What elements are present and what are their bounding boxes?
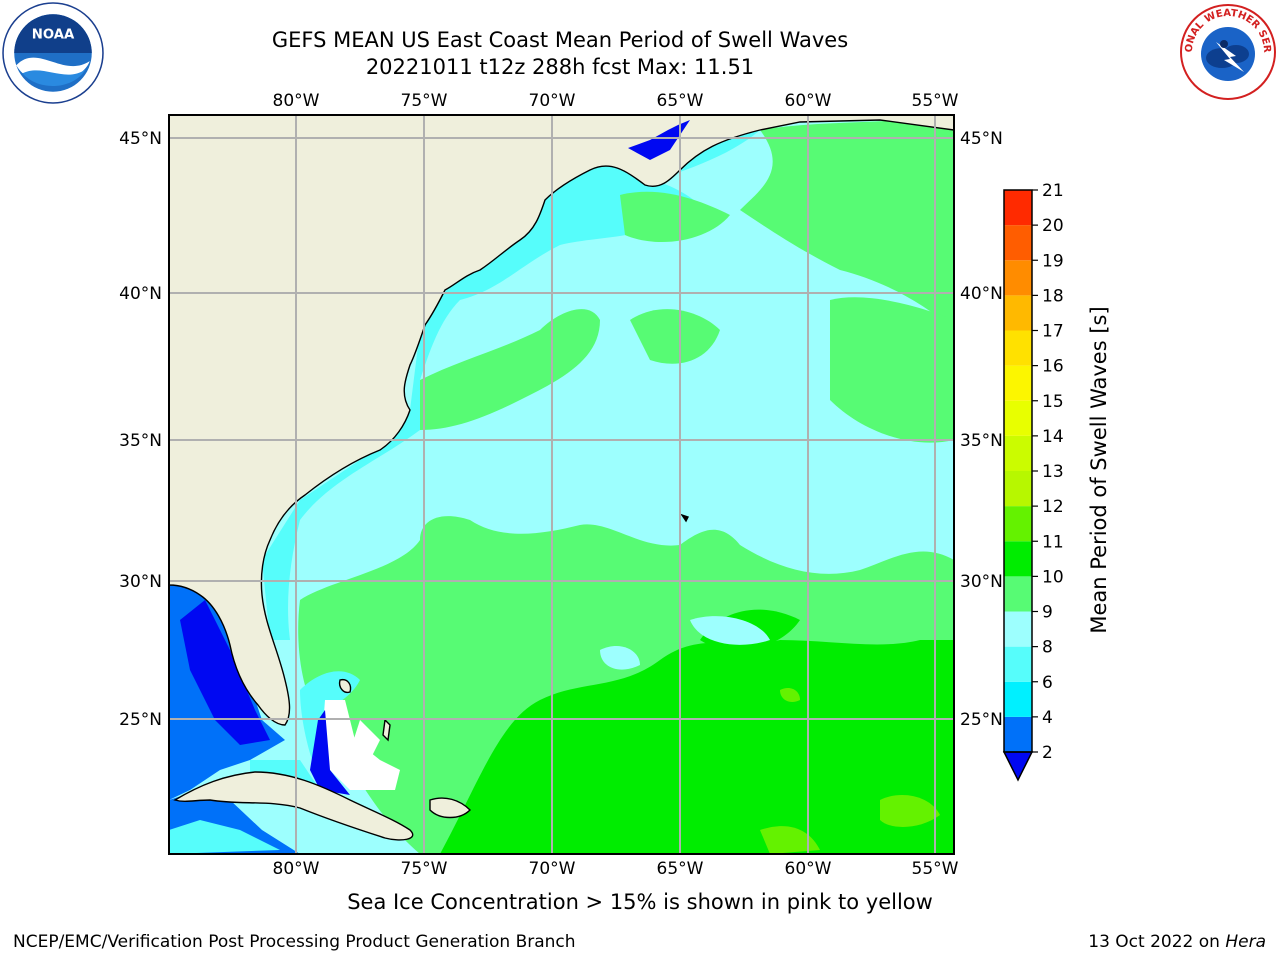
colorbar-segment [1004, 260, 1032, 296]
colorbar-tick-label: 20 [1042, 216, 1064, 236]
colorbar-tick-label: 8 [1042, 638, 1053, 658]
lon-label: 80°W [273, 91, 320, 111]
colorbar-tick-label: 16 [1042, 357, 1064, 377]
lon-label: 60°W [785, 859, 832, 879]
lat-label: 45°N [119, 129, 162, 149]
lat-labels-left: 45°N 40°N 35°N 30°N 25°N [119, 129, 162, 730]
lat-label: 30°N [960, 572, 1003, 592]
noaa-logo: NOAA [2, 2, 104, 104]
lon-labels-top: 80°W 75°W 70°W 65°W 60°W 55°W [273, 91, 959, 111]
colorbar-segment [1004, 400, 1032, 436]
colorbar-tick-label: 21 [1042, 181, 1064, 201]
colorbar-segment [1004, 365, 1032, 401]
lat-label: 35°N [960, 431, 1003, 451]
colorbar-segment [1004, 716, 1032, 752]
colorbar-tick-label: 10 [1042, 567, 1064, 587]
lon-label: 60°W [785, 91, 832, 111]
colorbar-tick-label: 17 [1042, 322, 1064, 342]
colorbar-segment [1004, 541, 1032, 577]
colorbar-segment [1004, 506, 1032, 542]
lon-labels-bottom: 80°W 75°W 70°W 65°W 60°W 55°W [273, 859, 959, 879]
colorbar: 2 4 6 8 9 10 11 12 13 14 15 16 17 18 19 20 21 [1002, 181, 1064, 782]
lon-label: 75°W [401, 859, 448, 879]
colorbar-tick-label: 19 [1042, 251, 1064, 271]
lat-labels-right: 45°N 40°N 35°N 30°N 25°N [960, 129, 1003, 730]
lat-label: 35°N [119, 431, 162, 451]
colorbar-segment [1004, 576, 1032, 612]
land-mask [169, 115, 954, 841]
colorbar-segment [1004, 611, 1032, 647]
lon-label: 65°W [657, 91, 704, 111]
credit-date: 13 Oct 2022 on [1088, 932, 1226, 952]
credit-machine: Hera [1225, 932, 1266, 952]
colorbar-segment [1004, 435, 1032, 471]
nws-logo: NATIONAL WEATHER SERVICE [1178, 2, 1276, 100]
colorbar-tick-label: 11 [1042, 532, 1064, 552]
lat-label: 40°N [960, 284, 1003, 304]
lat-label: 30°N [119, 572, 162, 592]
colorbar-tick-label: 13 [1042, 462, 1064, 482]
credit-right: 13 Oct 2022 on Hera [1088, 932, 1266, 952]
lat-label: 25°N [960, 710, 1003, 730]
map-title: GEFS MEAN US East Coast Mean Period of S… [271, 28, 849, 52]
lon-label: 65°W [657, 859, 704, 879]
colorbar-label: Mean Period of Swell Waves [s] [1087, 306, 1111, 633]
lat-label: 25°N [119, 710, 162, 730]
colorbar-segment [1004, 330, 1032, 366]
lon-label: 80°W [273, 859, 320, 879]
colorbar-under-arrow [1002, 751, 1034, 782]
lat-label: 40°N [119, 284, 162, 304]
colorbar-segment [1004, 225, 1032, 261]
credit-left: NCEP/EMC/Verification Post Processing Pr… [13, 932, 576, 952]
colorbar-segment [1004, 681, 1032, 717]
colorbar-segment [1004, 295, 1032, 331]
colorbar-tick-label: 9 [1042, 603, 1053, 623]
lon-label: 75°W [401, 91, 448, 111]
lon-label: 70°W [529, 859, 576, 879]
lon-label: 55°W [912, 859, 959, 879]
colorbar-segment [1004, 646, 1032, 682]
map-subtitle: 20221011 t12z 288h fcst Max: 11.51 [365, 55, 755, 79]
noaa-logo-text: NOAA [32, 28, 75, 43]
colorbar-tick-label: 18 [1042, 286, 1064, 306]
colorbar-tick-label: 12 [1042, 497, 1064, 517]
colorbar-tick-label: 14 [1042, 427, 1064, 447]
map-frame [168, 114, 955, 855]
colorbar-segment [1004, 190, 1032, 226]
colorbar-tick-label: 4 [1042, 708, 1053, 728]
lat-label: 45°N [960, 129, 1003, 149]
colorbar-tick-label: 6 [1042, 673, 1053, 693]
lon-label: 55°W [912, 91, 959, 111]
graticule [169, 115, 954, 854]
sea-ice-note: Sea Ice Concentration > 15% is shown in … [347, 890, 933, 914]
colorbar-tick-label: 15 [1042, 392, 1064, 412]
gulf-patch [628, 120, 690, 160]
colorbar-tick-label: 2 [1042, 743, 1053, 763]
lon-label: 70°W [529, 91, 576, 111]
colorbar-segment [1004, 471, 1032, 507]
